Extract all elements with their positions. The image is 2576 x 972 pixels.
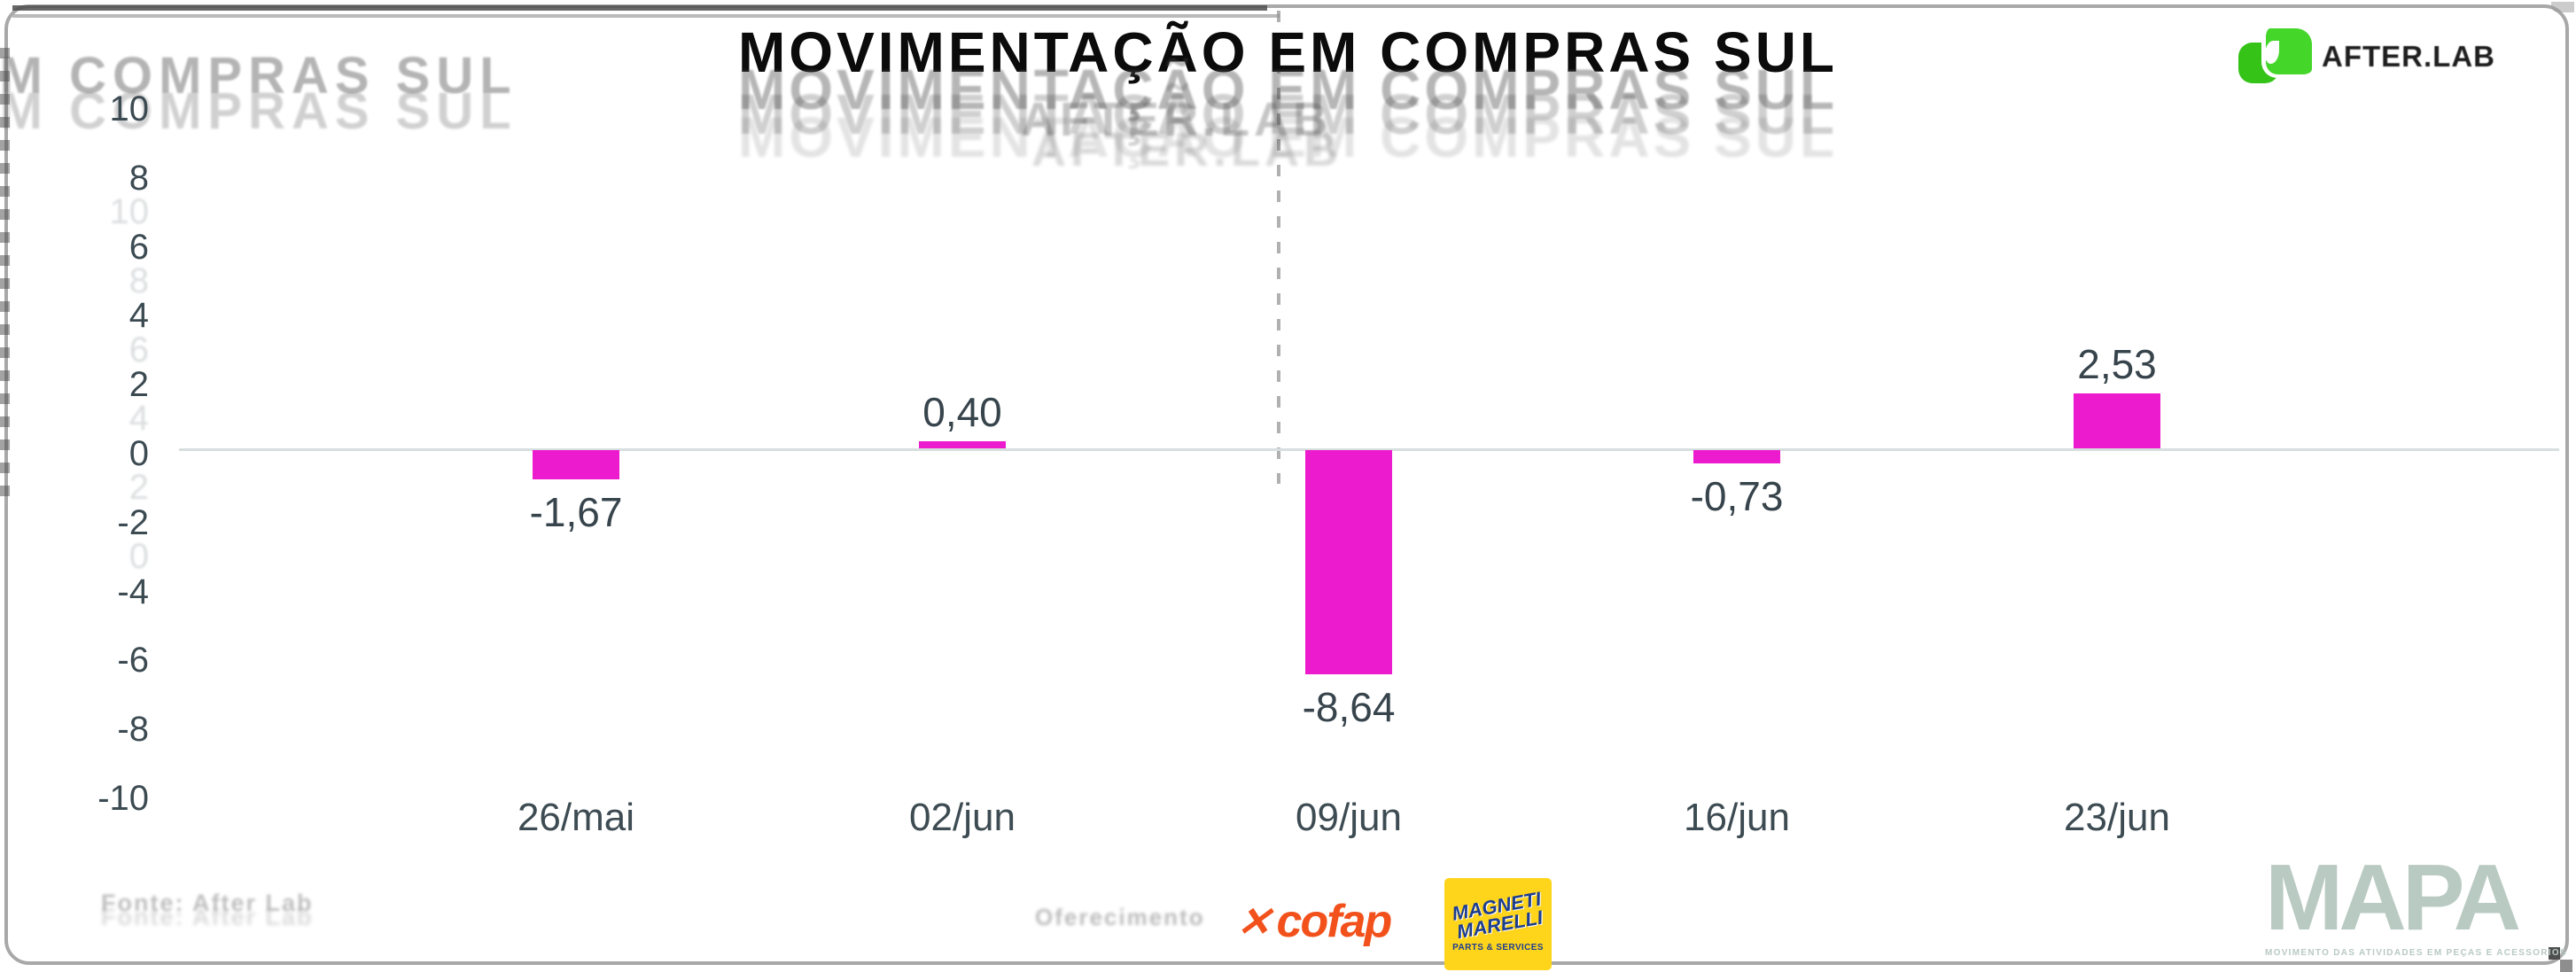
y-tick-label: -4 bbox=[117, 572, 149, 611]
corner-step-light bbox=[2560, 960, 2572, 972]
mapa-wordmark: MAPA bbox=[2265, 845, 2521, 950]
y-tick-label: 6 bbox=[128, 227, 149, 267]
x-axis-label: 23/jun bbox=[2064, 796, 2170, 839]
zero-line bbox=[179, 448, 2559, 451]
y-tick-label: -2 bbox=[117, 502, 149, 542]
ghost-title-3: MOVIMENTAÇÃO EM COMPRAS SUL bbox=[737, 105, 1839, 169]
y-tick-label: 10 bbox=[109, 89, 150, 128]
y-tick-label: -10 bbox=[97, 779, 149, 818]
bar bbox=[919, 441, 1006, 448]
footer-fonte-ghost: Fonte: After Lab bbox=[101, 904, 314, 930]
ghost-title-left-1: EM COMPRAS SUL bbox=[0, 47, 518, 105]
cofap-logo: ✕ cofap bbox=[1234, 895, 1393, 948]
y-tick-label: -8 bbox=[117, 710, 149, 750]
x-axis-label: 02/jun bbox=[909, 796, 1016, 839]
cofap-x-icon: ✕ bbox=[1234, 898, 1274, 945]
magneti-marelli-logo: MAGNETI MARELLI PARTS & SERVICES bbox=[1444, 878, 1552, 970]
ghost-card-right-edge-dashed bbox=[1277, 11, 1280, 484]
footer-fonte: Fonte: After Lab bbox=[101, 890, 314, 916]
ghost-y-tick-label: 2 bbox=[128, 468, 149, 508]
bar-value-label: -1,67 bbox=[529, 489, 623, 535]
cofap-label: cofap bbox=[1276, 896, 1393, 947]
ghost-title-left-2: EM COMPRAS SUL bbox=[0, 82, 518, 140]
bar bbox=[1693, 450, 1780, 463]
ghost-afterlab-1: AFTER.LAB bbox=[1021, 93, 1332, 146]
ghost-y-tick-label: 10 bbox=[109, 192, 150, 231]
left-edge-artifact bbox=[0, 48, 10, 498]
afterlab-logo: AFTER.LAB bbox=[2238, 28, 2495, 85]
y-tick-label: 0 bbox=[128, 434, 149, 473]
mapa-tagline: MOVIMENTO DAS ATIVIDADES EM PEÇAS E ACES… bbox=[2265, 948, 2567, 958]
footer-oferecimento: Oferecimento bbox=[1035, 904, 1205, 930]
y-tick-label: 4 bbox=[128, 296, 149, 336]
corner-step-dark bbox=[2549, 947, 2560, 960]
afterlab-label: AFTER.LAB bbox=[2322, 40, 2495, 73]
bar-value-label: 2,53 bbox=[2077, 341, 2157, 387]
corner-artifact-top-right bbox=[2551, 2, 2574, 12]
mapa-logo: MAPA MOVIMENTO DAS ATIVIDADES EM PEÇAS E… bbox=[2265, 851, 2567, 958]
bar-value-label: -8,64 bbox=[1302, 684, 1396, 730]
ghost-title-1: MOVIMENTAÇÃO EM COMPRAS SUL bbox=[737, 58, 1839, 121]
x-axis-label: 09/jun bbox=[1296, 796, 1402, 839]
x-axis-label: 26/mai bbox=[517, 796, 635, 839]
afterlab-leaf-icon bbox=[2238, 28, 2312, 85]
ghost-y-tick-label: 8 bbox=[128, 260, 149, 300]
magneti-sub-label: PARTS & SERVICES bbox=[1452, 942, 1544, 953]
x-axis-label: 16/jun bbox=[1684, 796, 1790, 839]
bar bbox=[1305, 450, 1392, 674]
chart-title: MOVIMENTAÇÃO EM COMPRAS SUL bbox=[737, 20, 1839, 84]
y-tick-label: 8 bbox=[128, 158, 149, 198]
ghost-y-tick-label: 0 bbox=[128, 537, 149, 576]
magneti-marelli-wordmark: MAGNETI MARELLI bbox=[1450, 888, 1545, 943]
bar bbox=[2074, 393, 2160, 448]
ghost-y-tick-label: 4 bbox=[128, 399, 149, 439]
y-tick-label: 2 bbox=[128, 365, 149, 405]
ghost-afterlab-2: AFTER.LAB bbox=[1031, 123, 1342, 176]
bar-value-label: 0,40 bbox=[922, 389, 1002, 435]
bar bbox=[533, 450, 619, 479]
bar-value-label: -0,73 bbox=[1690, 473, 1784, 519]
ghost-title-2: MOVIMENTAÇÃO EM COMPRAS SUL bbox=[737, 82, 1839, 146]
ghost-y-tick-label: 6 bbox=[128, 330, 149, 369]
ghost-card-top-edge-dark bbox=[12, 5, 1267, 11]
ghost-card-top-edge-light bbox=[12, 14, 1280, 18]
y-tick-label: -6 bbox=[117, 641, 149, 680]
